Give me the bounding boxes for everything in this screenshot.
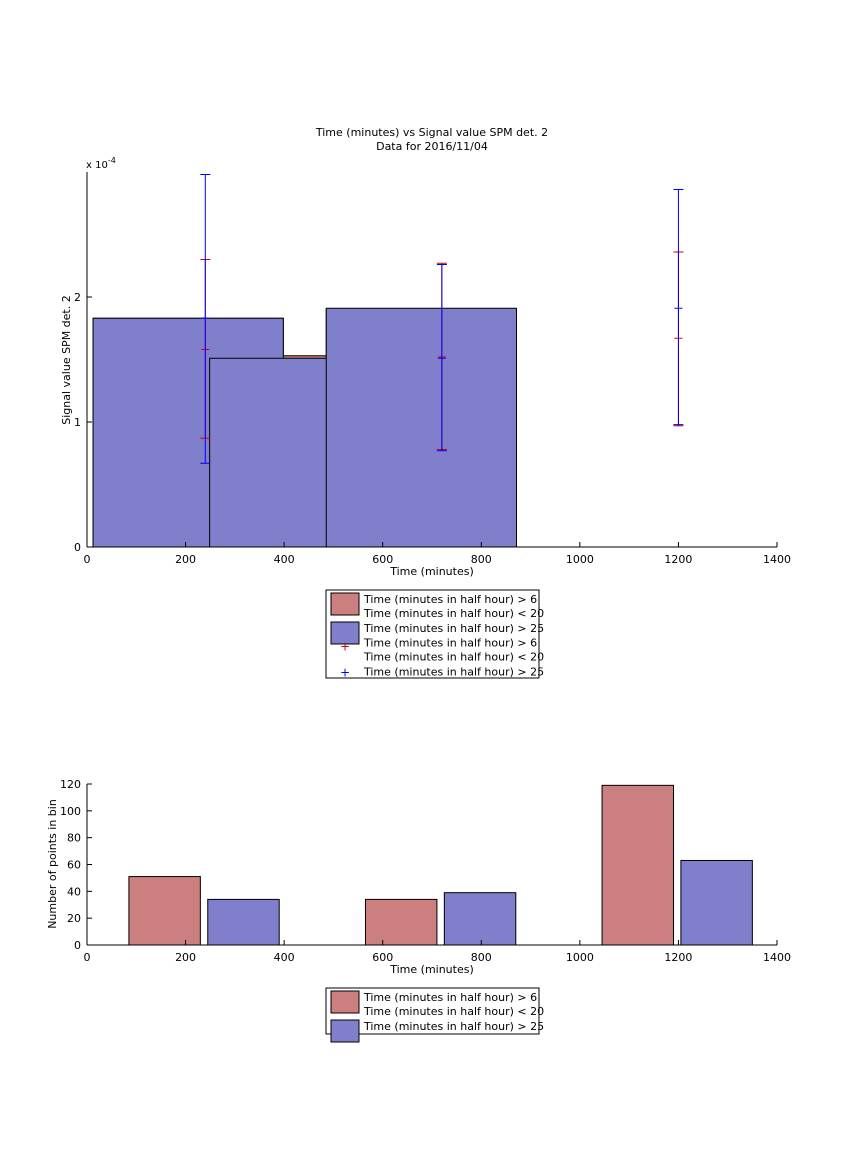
chart1-y-exponent: x 10-4 bbox=[86, 156, 116, 171]
chart1-legend-label: Time (minutes in half hour) > 6 bbox=[363, 637, 537, 650]
chart1-x-tick-label: 1000 bbox=[566, 553, 594, 566]
chart1-x-tick-label: 800 bbox=[471, 553, 492, 566]
chart2-x-tick-label: 600 bbox=[372, 951, 393, 964]
chart1-subtitle: Data for 2016/11/04 bbox=[376, 140, 488, 153]
chart1-x-tick-label: 1400 bbox=[763, 553, 791, 566]
chart1-x-tick-label: 1200 bbox=[664, 553, 692, 566]
chart2-legend-box bbox=[325, 987, 540, 1035]
chart2-legend-label: Time (minutes in half hour) > 6 bbox=[363, 991, 537, 1004]
chart2-y-tick-label: 60 bbox=[67, 859, 81, 872]
chart2-x-tick-label: 1200 bbox=[664, 951, 692, 964]
chart-points-per-bin: 0 200 400 600 800 1000 1200 1400 0 20 40 60 80 100 120… bbox=[46, 778, 791, 1043]
chart2-bar bbox=[680, 859, 753, 946]
chart1-y-tick-label: 0 bbox=[74, 541, 81, 554]
chart1-legend-label: Time (minutes in half hour) > 25 bbox=[363, 622, 544, 635]
chart2-bar bbox=[364, 898, 438, 946]
chart1-x-tick-label: 400 bbox=[274, 553, 295, 566]
chart2-x-tick-label: 1000 bbox=[566, 951, 594, 964]
chart2-x-tick-label: 400 bbox=[274, 951, 295, 964]
chart2-x-tick-label: 200 bbox=[175, 951, 196, 964]
chart2-legend-label: Time (minutes in half hour) > 25 bbox=[363, 1020, 544, 1033]
chart2-bars bbox=[128, 784, 753, 946]
chart1-y-exponent-power: -4 bbox=[108, 156, 116, 165]
chart2-legend-swatch bbox=[330, 990, 360, 1014]
chart1-legend-label: Time (minutes in half hour) < 20 bbox=[363, 607, 544, 620]
chart1-legend-marker: + bbox=[340, 666, 350, 680]
chart1-axes: 0 200 400 600 800 1000 1200 1400 0 1 2 bbox=[74, 172, 791, 566]
chart1-x-tick-label: 200 bbox=[175, 553, 196, 566]
chart2-y-tick-label: 20 bbox=[67, 912, 81, 925]
chart2-y-tick-label: 100 bbox=[60, 805, 81, 818]
chart2-y-tick-label: 0 bbox=[74, 939, 81, 952]
chart2-axes: 0 200 400 600 800 1000 1200 1400 0 20 40 60 80 100 120 bbox=[60, 778, 791, 964]
chart1-legend-swatch bbox=[330, 621, 360, 645]
chart1-legend-label: Time (minutes in half hour) > 6 bbox=[363, 593, 537, 606]
chart2-y-tick-label: 80 bbox=[67, 832, 81, 845]
chart1-legend-swatch bbox=[330, 592, 360, 616]
chart2-bar bbox=[601, 784, 674, 946]
chart2-y-tick-label: 40 bbox=[67, 885, 81, 898]
chart1-x-label: Time (minutes) bbox=[389, 565, 474, 578]
chart1-title: Time (minutes) vs Signal value SPM det. … bbox=[315, 126, 548, 139]
chart1-bars bbox=[92, 307, 517, 548]
chart2-bar bbox=[128, 876, 201, 946]
chart2-y-label: Number of points in bin bbox=[46, 799, 59, 929]
chart2-x-tick-label: 800 bbox=[471, 951, 492, 964]
chart2-legend-label: Time (minutes in half hour) < 20 bbox=[363, 1005, 544, 1018]
chart2-bar bbox=[443, 892, 517, 946]
chart1-legend-box bbox=[325, 589, 540, 679]
chart2-legend-swatch bbox=[330, 1019, 360, 1043]
chart1-x-tick-label: 600 bbox=[372, 553, 393, 566]
chart-signal-vs-time: Time (minutes) vs Signal value SPM det. … bbox=[60, 126, 791, 680]
chart2-bar bbox=[207, 898, 280, 946]
chart2-x-tick-label: 0 bbox=[84, 951, 91, 964]
chart1-legend-label: Time (minutes in half hour) > 25 bbox=[363, 666, 544, 679]
chart1-legend-marker: + bbox=[340, 640, 350, 654]
chart1-error-bars bbox=[200, 174, 684, 464]
chart1-y-tick-label: 1 bbox=[74, 416, 81, 429]
chart1-x-tick-label: 0 bbox=[84, 553, 91, 566]
chart2-x-label: Time (minutes) bbox=[389, 963, 474, 976]
chart1-y-label: Signal value SPM det. 2 bbox=[60, 295, 73, 425]
chart2-x-tick-label: 1400 bbox=[763, 951, 791, 964]
chart2-y-tick-label: 120 bbox=[60, 778, 81, 791]
chart1-bar bbox=[325, 307, 517, 548]
chart1-y-tick-label: 2 bbox=[74, 291, 81, 304]
chart1-legend-label: Time (minutes in half hour) < 20 bbox=[363, 651, 544, 664]
chart1-y-exponent-base: x 10 bbox=[86, 160, 108, 171]
